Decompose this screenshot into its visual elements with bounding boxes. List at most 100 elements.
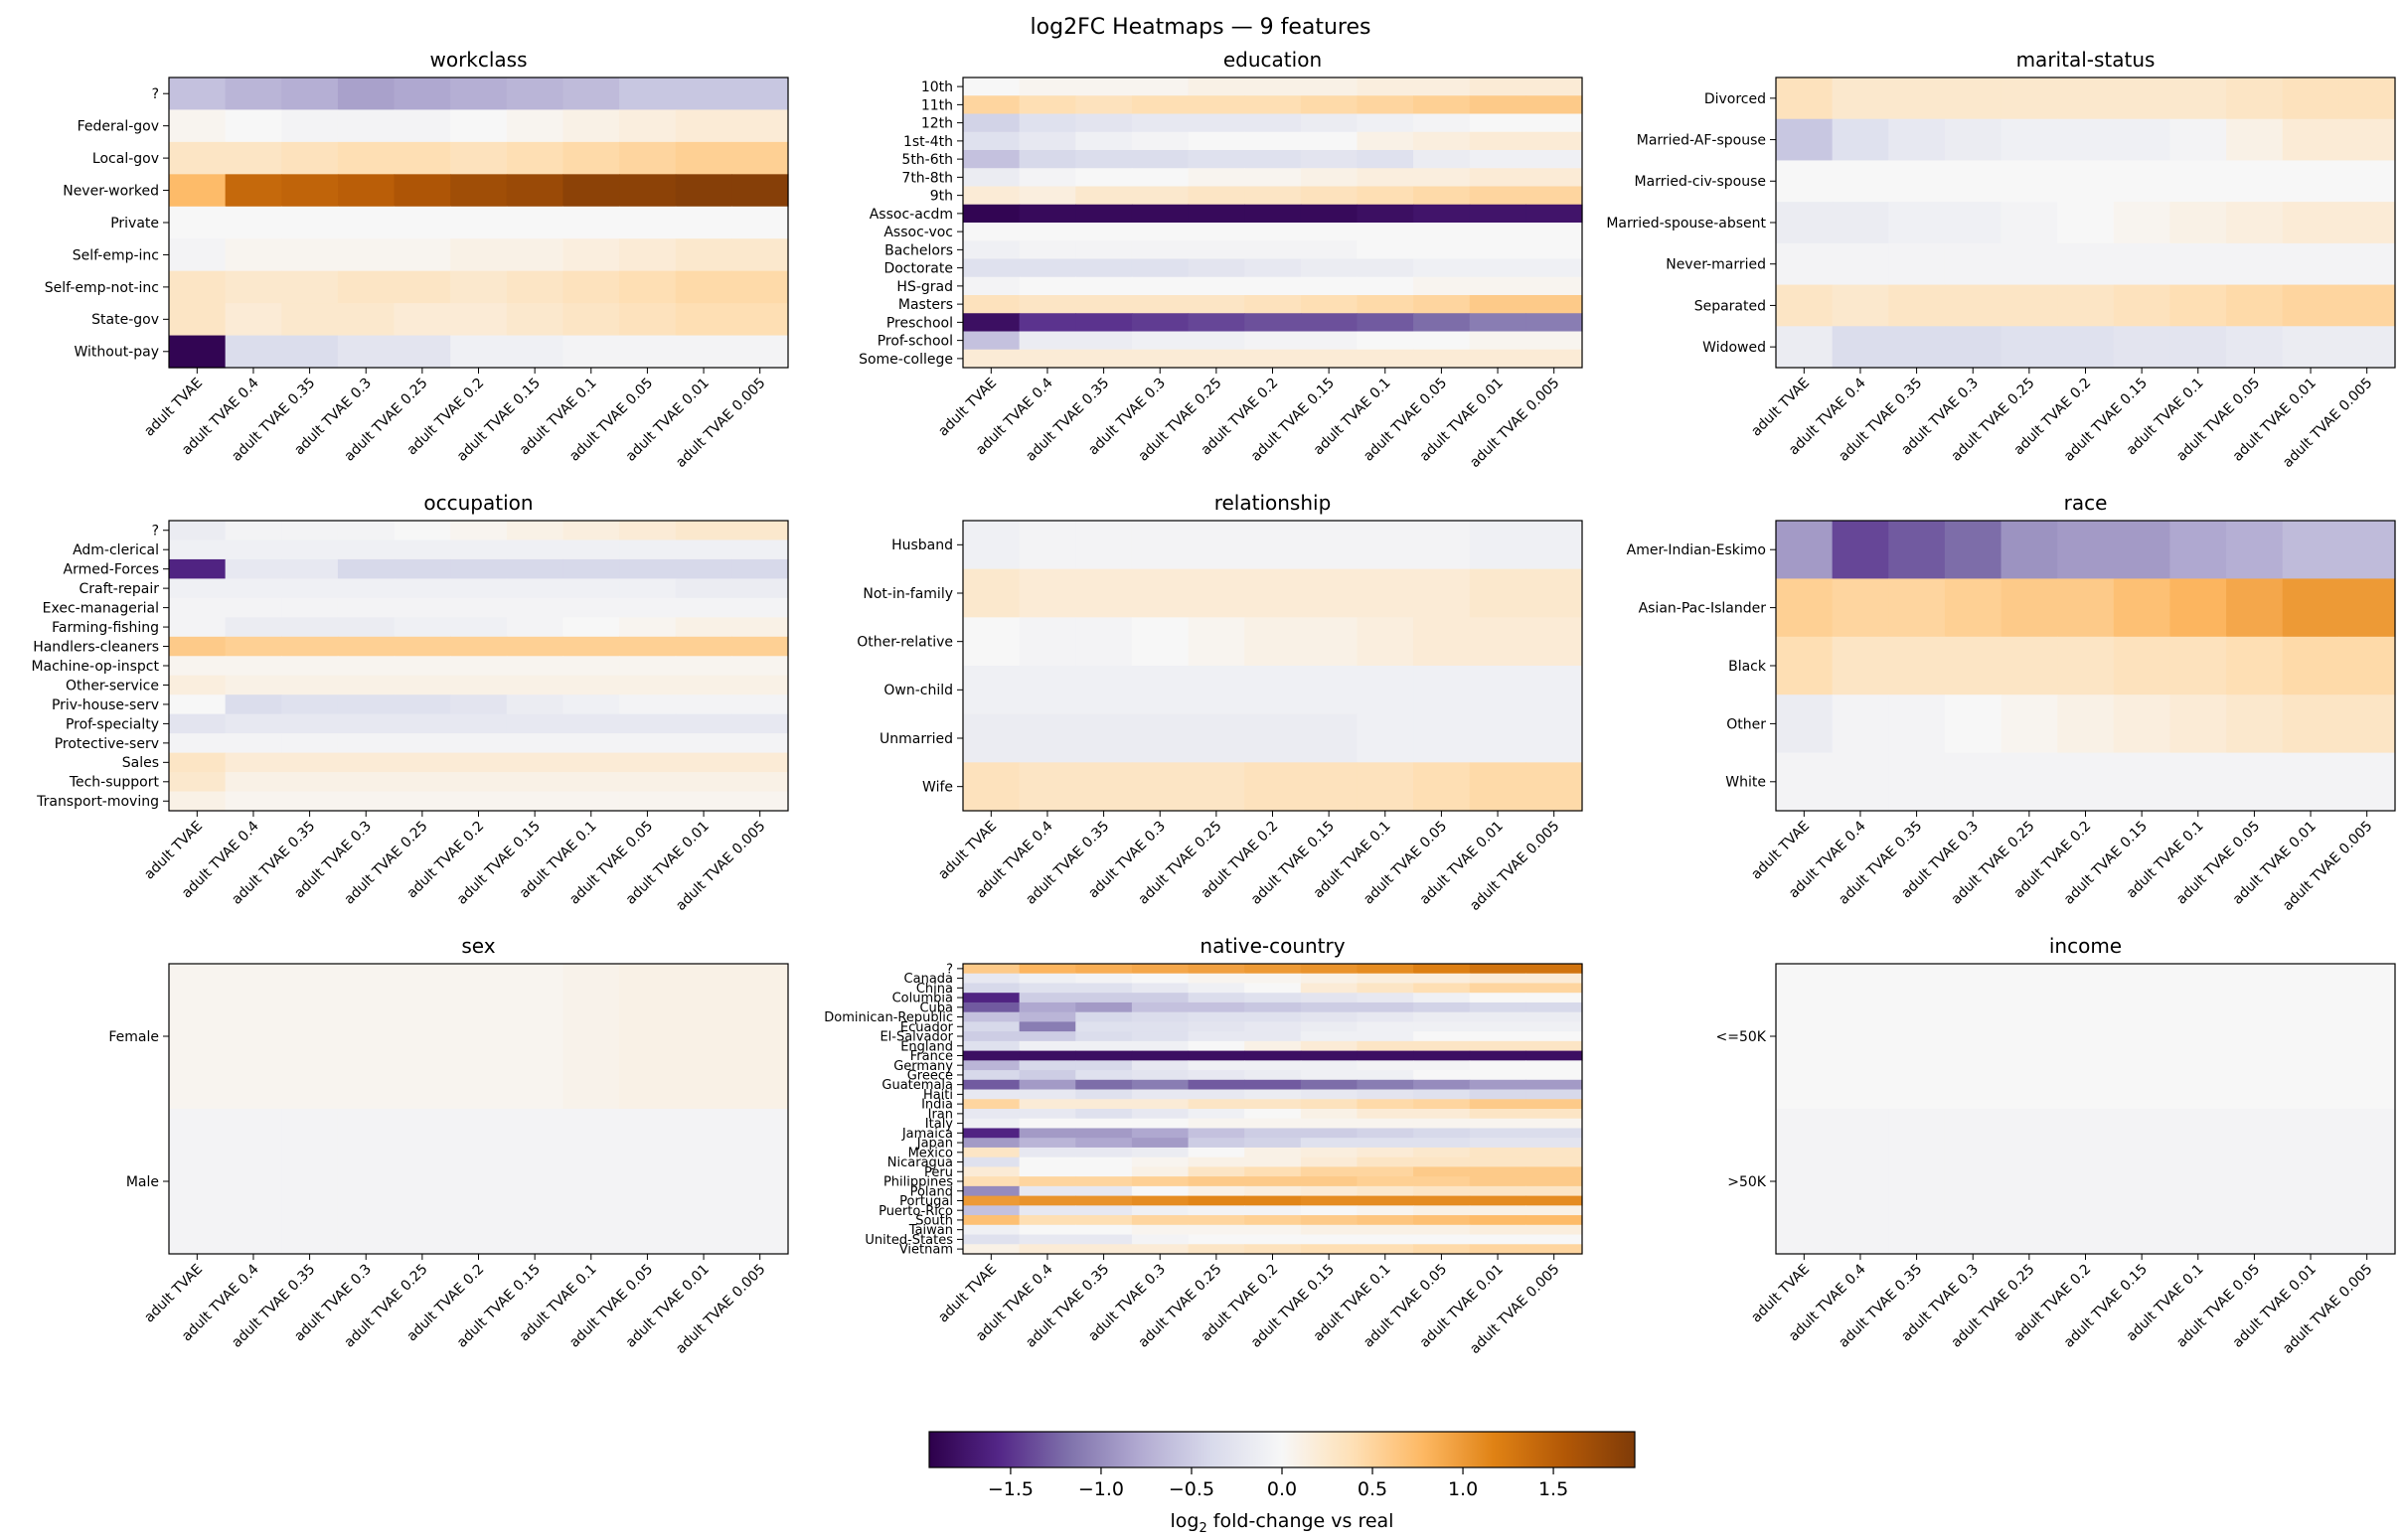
- heatmap-cell: [450, 772, 508, 793]
- colorbar-gradient: [928, 1431, 1636, 1468]
- y-tick-label: White: [1725, 775, 1766, 791]
- panel-title: sex: [461, 934, 495, 958]
- heatmap-cell: [225, 238, 282, 272]
- y-tick-label: HS-grad: [896, 279, 953, 295]
- y-tick-label: Widowed: [1702, 340, 1766, 356]
- heatmap-cell: [1244, 168, 1302, 188]
- heatmap-cell: [1413, 240, 1471, 260]
- heatmap-cell: [1357, 240, 1414, 260]
- heatmap-cell: [450, 656, 508, 677]
- heatmap-cell: [1525, 1195, 1583, 1206]
- heatmap-cell: [619, 77, 677, 111]
- heatmap-cell: [225, 206, 282, 239]
- heatmap-cell: [506, 578, 564, 599]
- y-tick-label: Puerto-Rico: [879, 1204, 953, 1219]
- heatmap-cell: [2001, 77, 2058, 120]
- heatmap-cell: [1075, 204, 1133, 224]
- heatmap-cell: [1188, 617, 1245, 667]
- heatmap-cell: [1188, 77, 1245, 96]
- y-tick-label: ?: [946, 962, 953, 977]
- heatmap-cell: [1357, 1185, 1414, 1197]
- heatmap-cell: [1469, 1234, 1526, 1245]
- heatmap-cell: [337, 656, 396, 677]
- heatmap-cell: [1413, 1244, 1471, 1255]
- heatmap-cell: [619, 964, 677, 1110]
- heatmap-cell: [169, 597, 227, 618]
- heatmap-cell: [337, 539, 396, 560]
- y-tick-label: Unmarried: [880, 731, 953, 747]
- heatmap-cell: [963, 1040, 1021, 1052]
- heatmap-cell: [1244, 1011, 1302, 1022]
- heatmap-cell: [1075, 1147, 1133, 1158]
- heatmap-cell: [1188, 713, 1245, 763]
- heatmap-cell: [1244, 1176, 1302, 1187]
- heatmap-cell: [1131, 1224, 1190, 1236]
- heatmap-cell: [1131, 313, 1190, 333]
- heatmap-cell: [1357, 521, 1414, 570]
- heatmap-cell: [1357, 313, 1414, 333]
- heatmap-cell: [225, 964, 282, 1110]
- heatmap-cell: [2282, 284, 2339, 327]
- heatmap-cell: [1075, 1079, 1133, 1091]
- y-tick-label: Black: [1728, 659, 1767, 675]
- heatmap-cell: [1188, 204, 1245, 224]
- heatmap-cell: [1019, 1031, 1076, 1042]
- heatmap-cell: [1525, 713, 1583, 763]
- heatmap-cell: [506, 752, 564, 773]
- heatmap-cell: [619, 656, 677, 677]
- heatmap-cell: [963, 240, 1021, 260]
- heatmap-cell: [2169, 118, 2227, 162]
- heatmap-cell: [169, 335, 227, 369]
- colorbar-tick-label: −1.5: [988, 1478, 1034, 1500]
- heatmap-cell: [619, 141, 677, 175]
- heatmap-cell: [2057, 77, 2115, 120]
- heatmap-cell: [450, 206, 508, 239]
- y-tick-label: Exec-managerial: [43, 601, 159, 617]
- heatmap-cell: [1413, 1234, 1471, 1245]
- heatmap-cell: [1944, 202, 2002, 244]
- heatmap-cell: [1888, 202, 1946, 244]
- heatmap-cell: [1300, 993, 1359, 1003]
- heatmap-cell: [731, 964, 789, 1110]
- heatmap-cell: [1075, 186, 1133, 206]
- heatmap-cell: [2226, 202, 2284, 244]
- panel-title: income: [2049, 934, 2122, 958]
- heatmap-cell: [1244, 1060, 1302, 1071]
- heatmap-cell: [1469, 1205, 1526, 1216]
- heatmap-cell: [169, 964, 227, 1110]
- heatmap-cell: [1131, 1215, 1190, 1226]
- y-tick-label: 7th-8th: [901, 170, 953, 186]
- heatmap-cell: [169, 109, 227, 143]
- heatmap-cell: [1131, 349, 1190, 369]
- heatmap-cell: [619, 238, 677, 272]
- heatmap-cell: [1300, 617, 1359, 667]
- heatmap-cell: [1300, 1224, 1359, 1236]
- y-tick-label: Married-AF-spouse: [1637, 132, 1766, 148]
- heatmap-cell: [619, 713, 677, 734]
- heatmap-cell: [1244, 223, 1302, 241]
- heatmap-cell: [1944, 694, 2002, 754]
- heatmap-cell: [1075, 150, 1133, 169]
- heatmap-cell: [1525, 666, 1583, 715]
- colorbar-tick-label: 0.5: [1358, 1478, 1387, 1500]
- heatmap-cell: [1244, 77, 1302, 96]
- heatmap-cell: [619, 270, 677, 304]
- y-tick-label: Prof-school: [878, 334, 953, 350]
- heatmap-cell: [1357, 1215, 1414, 1226]
- heatmap-cell: [2169, 1109, 2227, 1255]
- heatmap-cell: [1244, 983, 1302, 994]
- y-tick-label: Armed-Forces: [64, 562, 159, 578]
- heatmap-cell: [1944, 636, 2002, 695]
- heatmap-cell: [1131, 258, 1190, 278]
- heatmap-cell: [394, 1109, 451, 1255]
- heatmap-cell: [1413, 1128, 1471, 1139]
- heatmap-cell: [1413, 1050, 1471, 1061]
- heatmap-cell: [2338, 326, 2396, 369]
- y-tick-label: Priv-house-serv: [52, 697, 159, 713]
- heatmap-cell: [675, 141, 732, 175]
- heatmap-cell: [2169, 752, 2227, 812]
- heatmap-cell: [562, 772, 620, 793]
- heatmap-cell: [1075, 1070, 1133, 1081]
- heatmap-cell: [1075, 1138, 1133, 1149]
- heatmap-cell: [450, 964, 508, 1110]
